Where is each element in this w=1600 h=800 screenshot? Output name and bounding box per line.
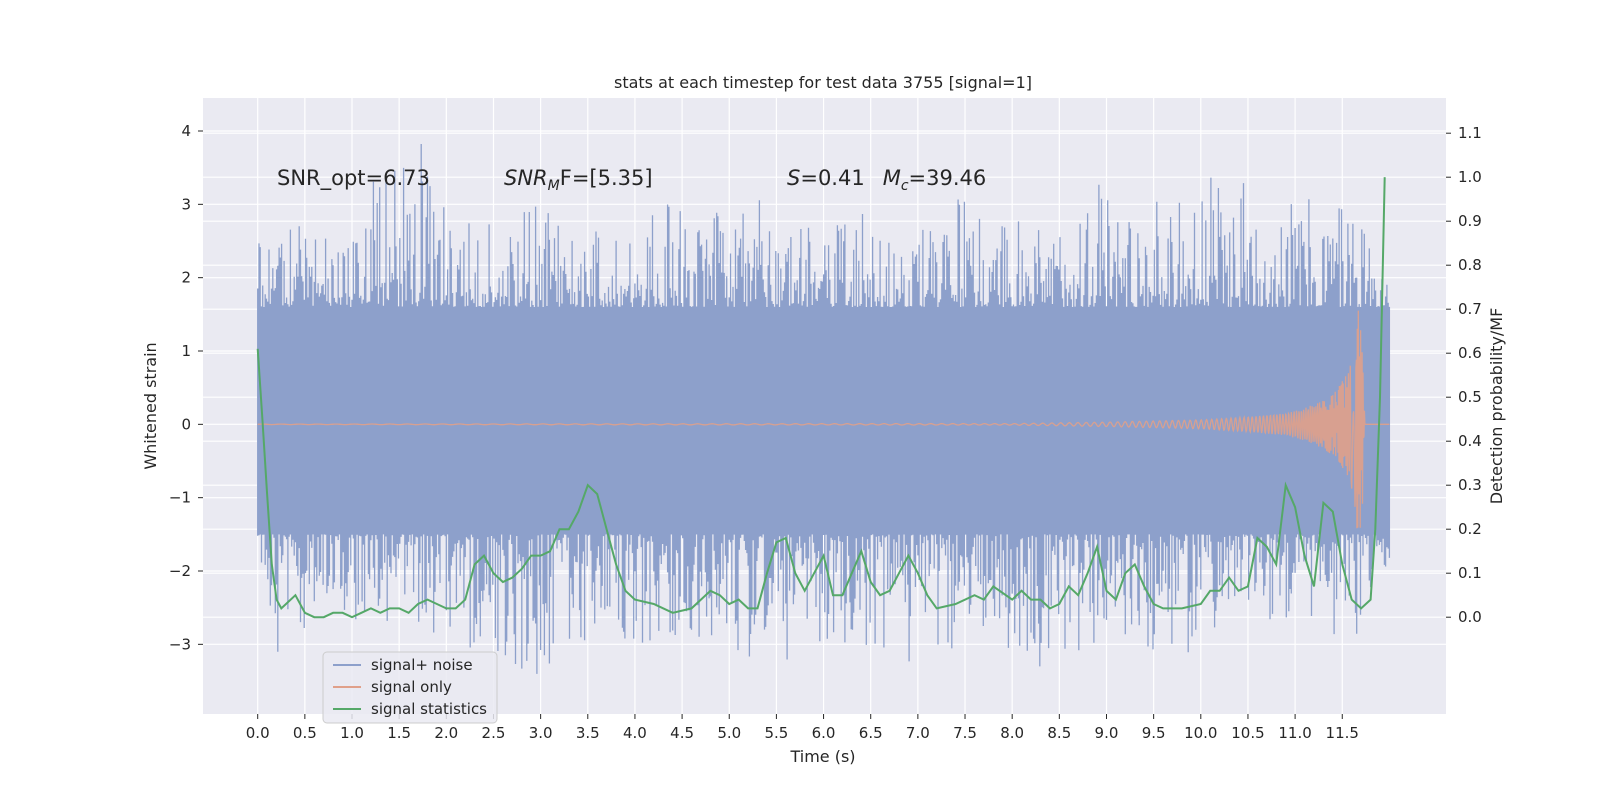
y-axis-ticks: −3 −2 −1 0 1 2 3 4 [169,122,203,653]
y-tick-label: 3 [181,195,191,213]
x-axis-label: Time (s) [789,747,855,766]
snr-mf-main: SNR [504,166,548,190]
y2-tick-label: 0.1 [1458,564,1482,582]
stats-line [256,177,1386,619]
x-tick-label: 2.5 [482,724,506,742]
x-tick-label: 6.5 [859,724,883,742]
x-tick-label: 9.0 [1095,724,1119,742]
annotation-snr-opt: SNR_opt=6.73 [277,166,430,191]
legend-label-stats: signal statistics [371,700,487,718]
chart-title: stats at each timestep for test data 375… [614,73,1032,92]
y-tick-label: 4 [181,122,191,140]
y-tick-label: −3 [169,635,191,653]
y2-tick-label: 0.8 [1458,256,1482,274]
x-tick-label: 3.5 [576,724,600,742]
legend-box [322,651,498,724]
x-tick-label: 5.5 [764,724,788,742]
x-tick-label: 6.0 [812,724,836,742]
y-tick-label: 1 [181,342,191,360]
legend: signal+ noise signal only signal statist… [322,651,498,724]
y-tick-label: −1 [169,489,191,507]
x-tick-label: 10.0 [1184,724,1217,742]
y-tick-label: 0 [181,415,191,433]
x-tick-label: 10.5 [1231,724,1264,742]
x-tick-label: 11.5 [1326,724,1359,742]
y2-tick-label: 0.0 [1458,608,1482,626]
y-tick-label: −2 [169,562,191,580]
x-tick-label: 1.0 [340,724,364,742]
mc-val: =39.46 [909,166,987,190]
x-tick-label: 4.0 [623,724,647,742]
x-tick-label: 0.5 [293,724,317,742]
x-tick-label: 0.0 [246,724,270,742]
x-tick-label: 3.0 [529,724,553,742]
stats-series [256,177,1386,619]
mc-sub: c [901,178,909,194]
x-tick-label: 5.0 [717,724,741,742]
signal-line [257,310,1390,529]
y2-tick-label: 0.7 [1458,300,1482,318]
snr-mf-rest: F=[5.35] [560,166,653,190]
x-tick-label: 1.5 [387,724,411,742]
y2-tick-label: 0.4 [1458,432,1482,450]
annotation-s-mc: S=0.41 Mc=39.46 [787,166,986,194]
noise-spikes [257,144,1391,674]
annotation-snr-mf: SNRMF=[5.35] [504,166,653,194]
x-tick-label: 7.0 [906,724,930,742]
x-tick-label: 8.0 [1000,724,1024,742]
y2-axis-ticks: 0.0 0.1 0.2 0.3 0.4 0.5 0.6 0.7 0.8 0.9 1.0 1.1 [1446,124,1482,626]
s-val: =0.41 [800,166,864,190]
y2-tick-label: 1.0 [1458,168,1482,186]
legend-label-noise: signal+ noise [371,656,473,674]
x-tick-label: 9.5 [1142,724,1166,742]
y-tick-label: 2 [181,269,191,287]
x-tick-label: 2.0 [434,724,458,742]
legend-label-signal: signal only [371,678,452,696]
signal-series [257,310,1390,529]
y2-tick-label: 0.5 [1458,388,1482,406]
y2-tick-label: 1.1 [1458,124,1482,142]
y2-tick-label: 0.9 [1458,212,1482,230]
y2-tick-label: 0.3 [1458,476,1482,494]
x-tick-label: 8.5 [1047,724,1071,742]
x-tick-label: 11.0 [1278,724,1311,742]
mc-var: M [883,166,901,190]
x-tick-label: 4.5 [670,724,694,742]
y2-tick-label: 0.6 [1458,344,1482,362]
snr-mf-sub: M [548,178,560,194]
y2-axis-label: Detection probability/MF [1487,308,1506,505]
y-axis-label: Whitened strain [141,342,160,469]
y2-tick-label: 0.2 [1458,520,1482,538]
x-axis-ticks: 0.0 0.5 1.0 1.5 2.0 2.5 3.0 3.5 4.0 4.5 5.0 5.5 6.0 6… [246,714,1359,742]
x-tick-label: 7.5 [953,724,977,742]
s-var: S [787,166,800,190]
